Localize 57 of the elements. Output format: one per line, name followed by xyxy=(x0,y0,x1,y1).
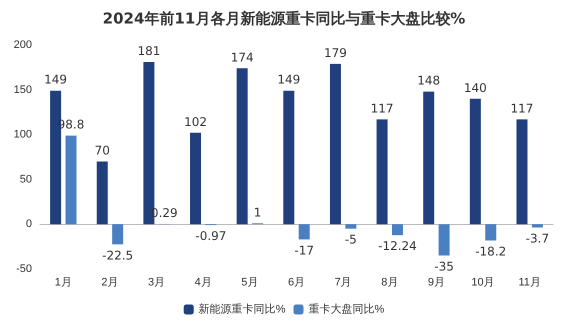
bar xyxy=(376,119,388,224)
data-label: 117 xyxy=(370,101,394,116)
data-label: 149 xyxy=(277,72,300,87)
bar xyxy=(516,119,528,224)
bar xyxy=(532,224,543,228)
x-tick-label: 2月 xyxy=(101,276,119,288)
y-tick-label: 100 xyxy=(14,128,32,141)
bar xyxy=(330,64,341,224)
bar xyxy=(66,136,77,224)
y-tick-label: 50 xyxy=(20,173,32,186)
data-label: 174 xyxy=(230,50,254,64)
data-label: 179 xyxy=(324,46,347,60)
y-tick-label: 200 xyxy=(14,39,32,51)
x-tick-label: 6月 xyxy=(288,276,306,288)
bar xyxy=(423,92,434,224)
data-label: -12.24 xyxy=(378,239,417,254)
data-label: 181 xyxy=(137,44,160,58)
data-label: -5 xyxy=(344,232,357,247)
x-tick-label: 5月 xyxy=(241,276,258,288)
bar xyxy=(298,224,310,240)
data-label: 140 xyxy=(464,80,487,95)
x-tick-label: 10月 xyxy=(471,276,495,288)
legend-label: 新能源重卡同比% xyxy=(198,302,286,316)
x-tick-label: 11月 xyxy=(518,276,541,288)
data-label: -3.7 xyxy=(526,232,550,246)
x-tick-label: 4月 xyxy=(194,276,212,288)
legend-label: 重卡大盘同比% xyxy=(308,302,384,316)
x-tick-label: 3月 xyxy=(148,276,166,288)
data-label: -17 xyxy=(294,243,314,258)
bar xyxy=(236,68,248,224)
bar xyxy=(96,161,108,224)
data-label: 1 xyxy=(254,205,262,220)
data-label: 70 xyxy=(94,143,110,158)
bar xyxy=(345,224,356,229)
data-label: -0.97 xyxy=(195,229,226,244)
bar xyxy=(283,90,294,224)
y-tick-label: 0 xyxy=(26,218,32,230)
x-tick-label: 9月 xyxy=(428,276,445,288)
x-tick-label: 1月 xyxy=(54,276,72,288)
data-label: 149 xyxy=(44,72,68,87)
bar xyxy=(470,98,481,224)
y-tick-label: 150 xyxy=(14,84,32,96)
bar xyxy=(392,224,403,236)
data-label: -22.5 xyxy=(102,248,134,262)
data-label: -35 xyxy=(434,260,454,274)
y-tick-label: -50 xyxy=(16,263,32,275)
bar xyxy=(112,224,124,244)
data-label: 117 xyxy=(510,101,534,116)
data-label: 148 xyxy=(417,74,440,88)
bar xyxy=(485,224,496,241)
data-label: 102 xyxy=(184,114,207,129)
bar xyxy=(438,224,450,256)
chart-title: 2024年前11月各月新能源重卡同比与重卡大盘比较% xyxy=(102,10,466,28)
x-tick-label: 8月 xyxy=(381,276,398,288)
data-label: -18.2 xyxy=(475,244,506,259)
x-tick-label: 7月 xyxy=(334,276,352,288)
bar xyxy=(190,132,202,224)
